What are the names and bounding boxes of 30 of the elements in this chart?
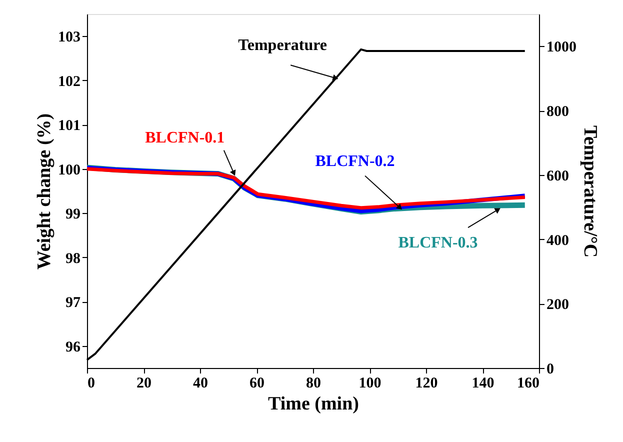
x-tick-label: 80 bbox=[306, 376, 321, 392]
y-tick-label: 103 bbox=[58, 30, 80, 46]
x-tick-label: 140 bbox=[472, 376, 494, 392]
x-tick-label: 60 bbox=[250, 376, 264, 392]
annotation: Temperature bbox=[238, 37, 328, 54]
x-axis-title: Time (min) bbox=[268, 394, 359, 414]
y2-tick-label: 600 bbox=[546, 168, 569, 184]
annotation: BLCFN-0.3 bbox=[398, 234, 478, 252]
x-tick-label: 40 bbox=[193, 376, 208, 392]
y2-tick-label: 400 bbox=[546, 232, 569, 249]
y2-tick-label: 200 bbox=[546, 297, 569, 314]
y2-tick-label: 0 bbox=[546, 362, 554, 378]
y-tick-label: 96 bbox=[66, 339, 81, 356]
y-tick-label: 97 bbox=[66, 295, 81, 312]
y2-tick-label: 800 bbox=[546, 104, 569, 120]
x-tick-label: 160 bbox=[517, 376, 540, 392]
annotation: BLCFN-0.1 bbox=[145, 129, 225, 146]
y-axis-title: Weight change (%) bbox=[34, 113, 55, 270]
y-tick-label: 98 bbox=[66, 250, 80, 267]
x-tick-label: 20 bbox=[136, 376, 152, 392]
y2-tick-label: 1000 bbox=[546, 40, 576, 56]
y-tick-label: 101 bbox=[58, 118, 80, 134]
y-tick-label: 99 bbox=[66, 206, 80, 223]
x-tick-label: 120 bbox=[415, 376, 438, 392]
y-tick-label: 100 bbox=[58, 162, 80, 178]
y-tick-label: 102 bbox=[58, 74, 80, 90]
x-tick-label: 0 bbox=[88, 376, 95, 392]
x-tick-label: 100 bbox=[358, 376, 382, 392]
annotation: BLCFN-0.2 bbox=[315, 152, 395, 170]
y2-axis-title: Temperature/°C bbox=[580, 125, 600, 258]
